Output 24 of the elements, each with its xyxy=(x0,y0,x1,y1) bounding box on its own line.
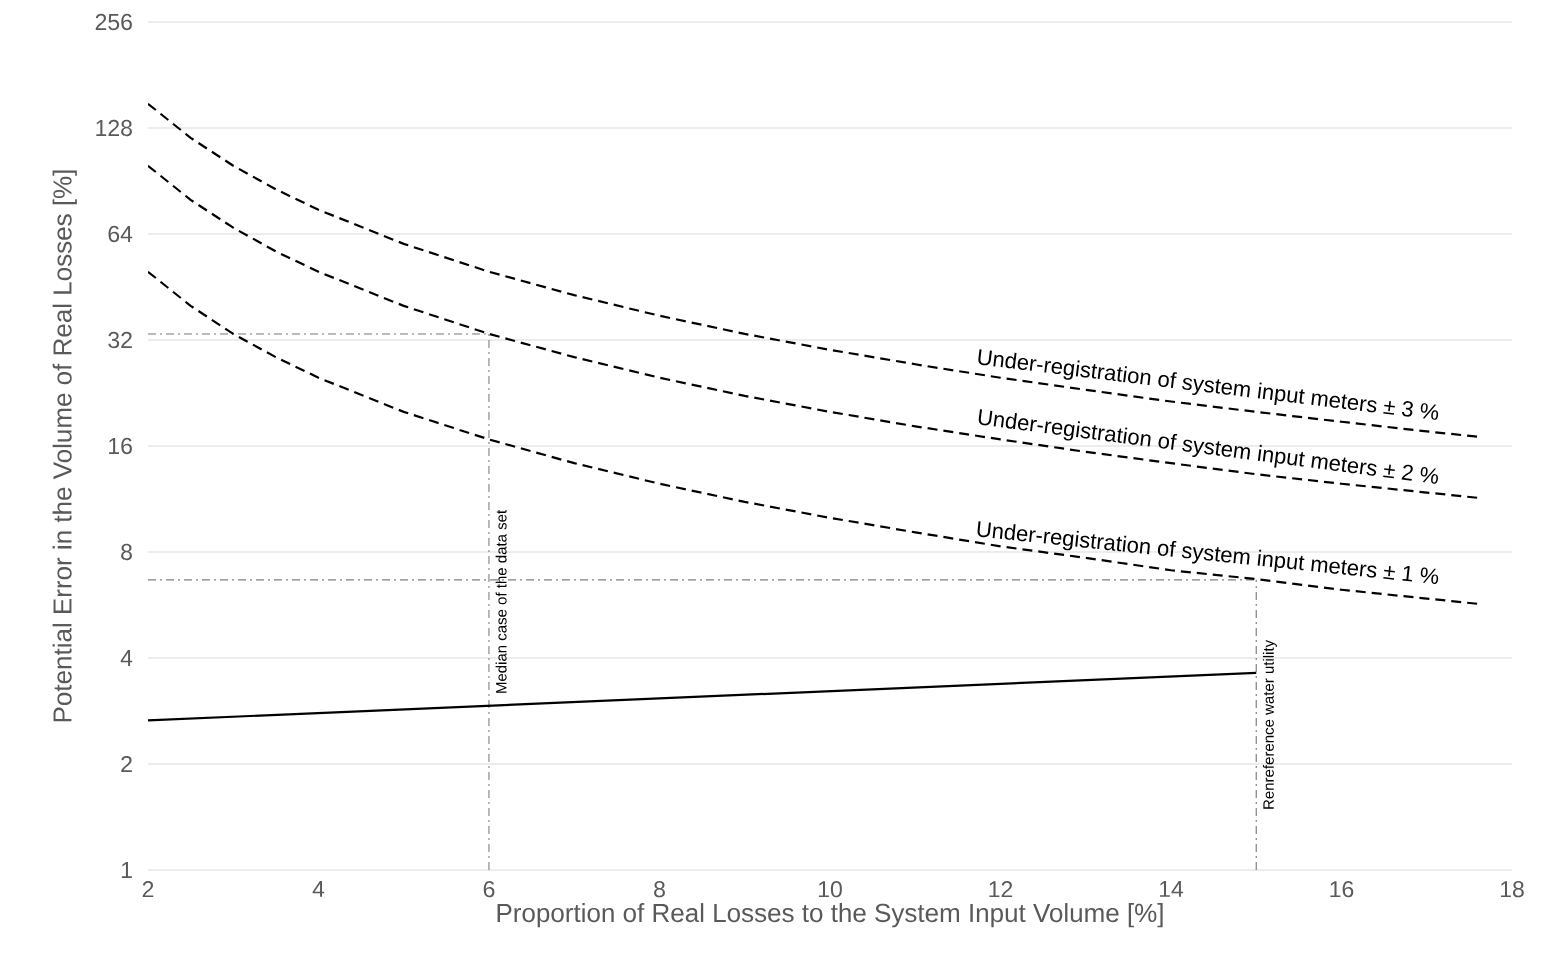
y-tick-label: 4 xyxy=(120,650,133,666)
y-tick-label: 128 xyxy=(96,119,132,137)
ref-line-label: Median case of the data set xyxy=(495,509,507,693)
x-tick-label: 2 xyxy=(142,881,154,898)
x-tick-label: 18 xyxy=(1500,881,1524,898)
y-tick-label: 1 xyxy=(121,862,132,878)
y-tick-label: 16 xyxy=(109,437,132,455)
y-tick-label: 32 xyxy=(108,331,132,349)
x-tick-label: 8 xyxy=(654,881,665,898)
x-tick-label: 12 xyxy=(989,881,1013,898)
y-tick-label: 2 xyxy=(121,755,132,773)
ref-line-label: Renreference water utility xyxy=(1262,639,1277,809)
x-axis-title: Proportion of Real Losses to the System Input Volume [%] xyxy=(497,903,1163,928)
x-tick-label: 16 xyxy=(1330,881,1354,898)
x-tick-label: 4 xyxy=(312,881,325,897)
y-tick-label: 64 xyxy=(108,225,133,243)
line-series xyxy=(148,164,1479,499)
y-tick-label: 8 xyxy=(121,543,132,561)
y-axis-title: Potential Error in the Volume of Real Losses [%] xyxy=(52,170,77,722)
x-tick-label: 14 xyxy=(1159,881,1184,897)
y-tick-label: 256 xyxy=(95,13,132,31)
x-tick-label: 10 xyxy=(818,881,842,898)
x-tick-label: 6 xyxy=(483,881,495,898)
text: Under-registration of system input meters ± 1 % xyxy=(977,521,1439,585)
